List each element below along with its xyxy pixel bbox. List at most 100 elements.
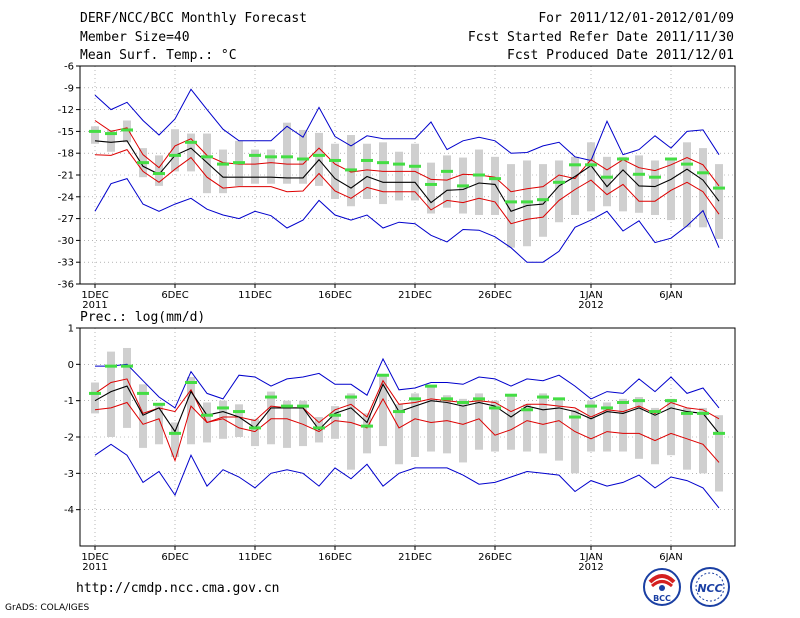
temp-spread-box: [219, 149, 227, 194]
prec-spread-box: [651, 407, 659, 465]
website-url[interactable]: http://cmdp.ncc.cma.gov.cn: [76, 581, 280, 596]
temp-spread-box: [427, 162, 435, 214]
temp-spread-box: [187, 133, 195, 172]
prec-spread-box: [571, 409, 579, 474]
prec-spread-box: [603, 402, 611, 452]
bcc-logo: BCC: [643, 568, 681, 606]
prec-spread-box: [411, 393, 419, 457]
precipitation-variable-label: Prec.: log(mm/d): [80, 310, 205, 325]
temp-spread-box: [443, 155, 451, 208]
temp-spread-box: [283, 122, 291, 184]
prec-spread-box: [715, 415, 723, 492]
temp-spread-box: [155, 155, 163, 186]
forecast-started-label: Fcst Started Refer Date 2011/11/30: [467, 30, 734, 45]
forecast-produced-label: Fcst Produced Date 2011/12/01: [507, 48, 734, 63]
prec-x-tick-label: 16DEC: [318, 552, 352, 563]
prec-x-tick-label: 21DEC: [398, 552, 432, 563]
prec-y-tick-label: 1: [68, 324, 74, 335]
prec-year-label: 2011: [82, 562, 107, 573]
prec-spread-box: [235, 404, 243, 437]
prec-spread-box: [347, 393, 355, 470]
temp-spread-box: [475, 149, 483, 215]
prec-y-tick-label: 0: [68, 360, 74, 371]
temp-y-tick-label: -9: [64, 83, 74, 94]
temp-y-tick-label: -15: [58, 127, 74, 138]
temp-x-tick-label: 1JAN: [579, 290, 602, 301]
bcc-logo-text: BCC: [653, 594, 671, 603]
temp-mean-line: [94, 140, 720, 212]
temp-spread-box: [203, 133, 211, 194]
temp-y-tick-label: -18: [58, 149, 74, 160]
prec-y-tick-label: -4: [64, 505, 74, 516]
prec-spread-box: [251, 418, 259, 447]
temp-spread-box: [715, 164, 723, 239]
prec-max-line: [95, 357, 720, 409]
grads-credit: GrADS: COLA/IGES: [5, 603, 90, 613]
prec-y-tick-label: -2: [64, 433, 74, 444]
prec-x-tick-label: 6DEC: [161, 552, 188, 563]
prec-year-label: 2012: [578, 562, 603, 573]
prec-mean-line: [94, 383, 720, 434]
temp-y-tick-label: -24: [58, 192, 74, 203]
prec-x-tick-label: 1JAN: [579, 552, 602, 563]
temp-spread-box: [299, 129, 307, 184]
logos: BCC NCC: [643, 567, 730, 607]
prec-spread-box: [299, 400, 307, 447]
prec-spread-box: [187, 377, 195, 445]
prec-spread-box: [395, 404, 403, 465]
temp-year-label: 2011: [82, 300, 107, 311]
temp-y-tick-label: -33: [58, 258, 74, 269]
temp-spread-box: [251, 149, 259, 184]
temp-y-tick-label: -27: [58, 214, 74, 225]
prec-x-tick-label: 1DEC: [81, 552, 108, 563]
temp-x-tick-label: 26DEC: [478, 290, 512, 301]
temp-y-tick-label: -21: [58, 171, 74, 182]
temp-upper-line: [94, 120, 720, 193]
temp-x-tick-label: 21DEC: [398, 290, 432, 301]
temp-panel: -6 -9 -12 -15 -18 -21 -24 -27 -30 -33 -36 1DEC 6DEC 1…: [58, 62, 736, 311]
prec-spread-box: [107, 351, 115, 437]
temp-y-tick-label: -12: [58, 105, 74, 116]
temp-spread-box: [667, 158, 675, 221]
temp-spread-box: [635, 155, 643, 213]
temp-spread-box: [379, 142, 387, 205]
temp-spread-box: [91, 126, 99, 144]
prec-spread-box: [363, 413, 371, 454]
prec-spread-box: [91, 382, 99, 414]
temp-y-tick-label: -30: [58, 236, 74, 247]
prec-spread-box: [507, 395, 515, 450]
prec-spread-box: [491, 400, 499, 452]
prec-spread-box: [475, 393, 483, 450]
prec-x-tick-label: 11DEC: [238, 552, 272, 563]
prec-spread-box: [123, 347, 131, 428]
prec-spread-box: [635, 397, 643, 459]
temp-y-tick-label: -6: [64, 62, 74, 73]
prec-spread-box: [155, 404, 163, 445]
ncc-logo-text: NCC: [697, 582, 722, 595]
temp-spread-box: [555, 160, 563, 223]
temp-x-tick-label: 6JAN: [659, 290, 682, 301]
prec-spread-box: [139, 384, 147, 448]
prec-y-tick-label: -1: [64, 396, 74, 407]
forecast-period-label: For 2011/12/01-2012/01/09: [538, 11, 734, 26]
temp-spread-box: [171, 129, 179, 172]
prec-spread-box: [283, 400, 291, 448]
temp-y-tick-label: -36: [58, 280, 74, 291]
temp-spread-box: [507, 164, 515, 248]
prec-spread-box: [699, 407, 707, 474]
prec-min-line: [94, 443, 720, 509]
temp-spread-box: [411, 143, 419, 201]
prec-panel: 1 0 -1 -2 -3 -4 1DEC 6DEC 11DEC 16DEC 21DEC 26DEC 1J…: [64, 324, 736, 573]
prec-spread-box: [331, 406, 339, 439]
prec-spread-box: [555, 398, 563, 461]
temp-spread-box: [651, 160, 659, 215]
prec-spread-box: [539, 393, 547, 454]
member-size-label: Member Size=40: [80, 30, 190, 45]
temp-spread-box: [107, 129, 115, 152]
prec-spread-box: [171, 422, 179, 457]
prec-lower-line: [94, 397, 720, 463]
temp-spread-box: [331, 143, 339, 199]
prec-spread-box: [459, 398, 467, 463]
